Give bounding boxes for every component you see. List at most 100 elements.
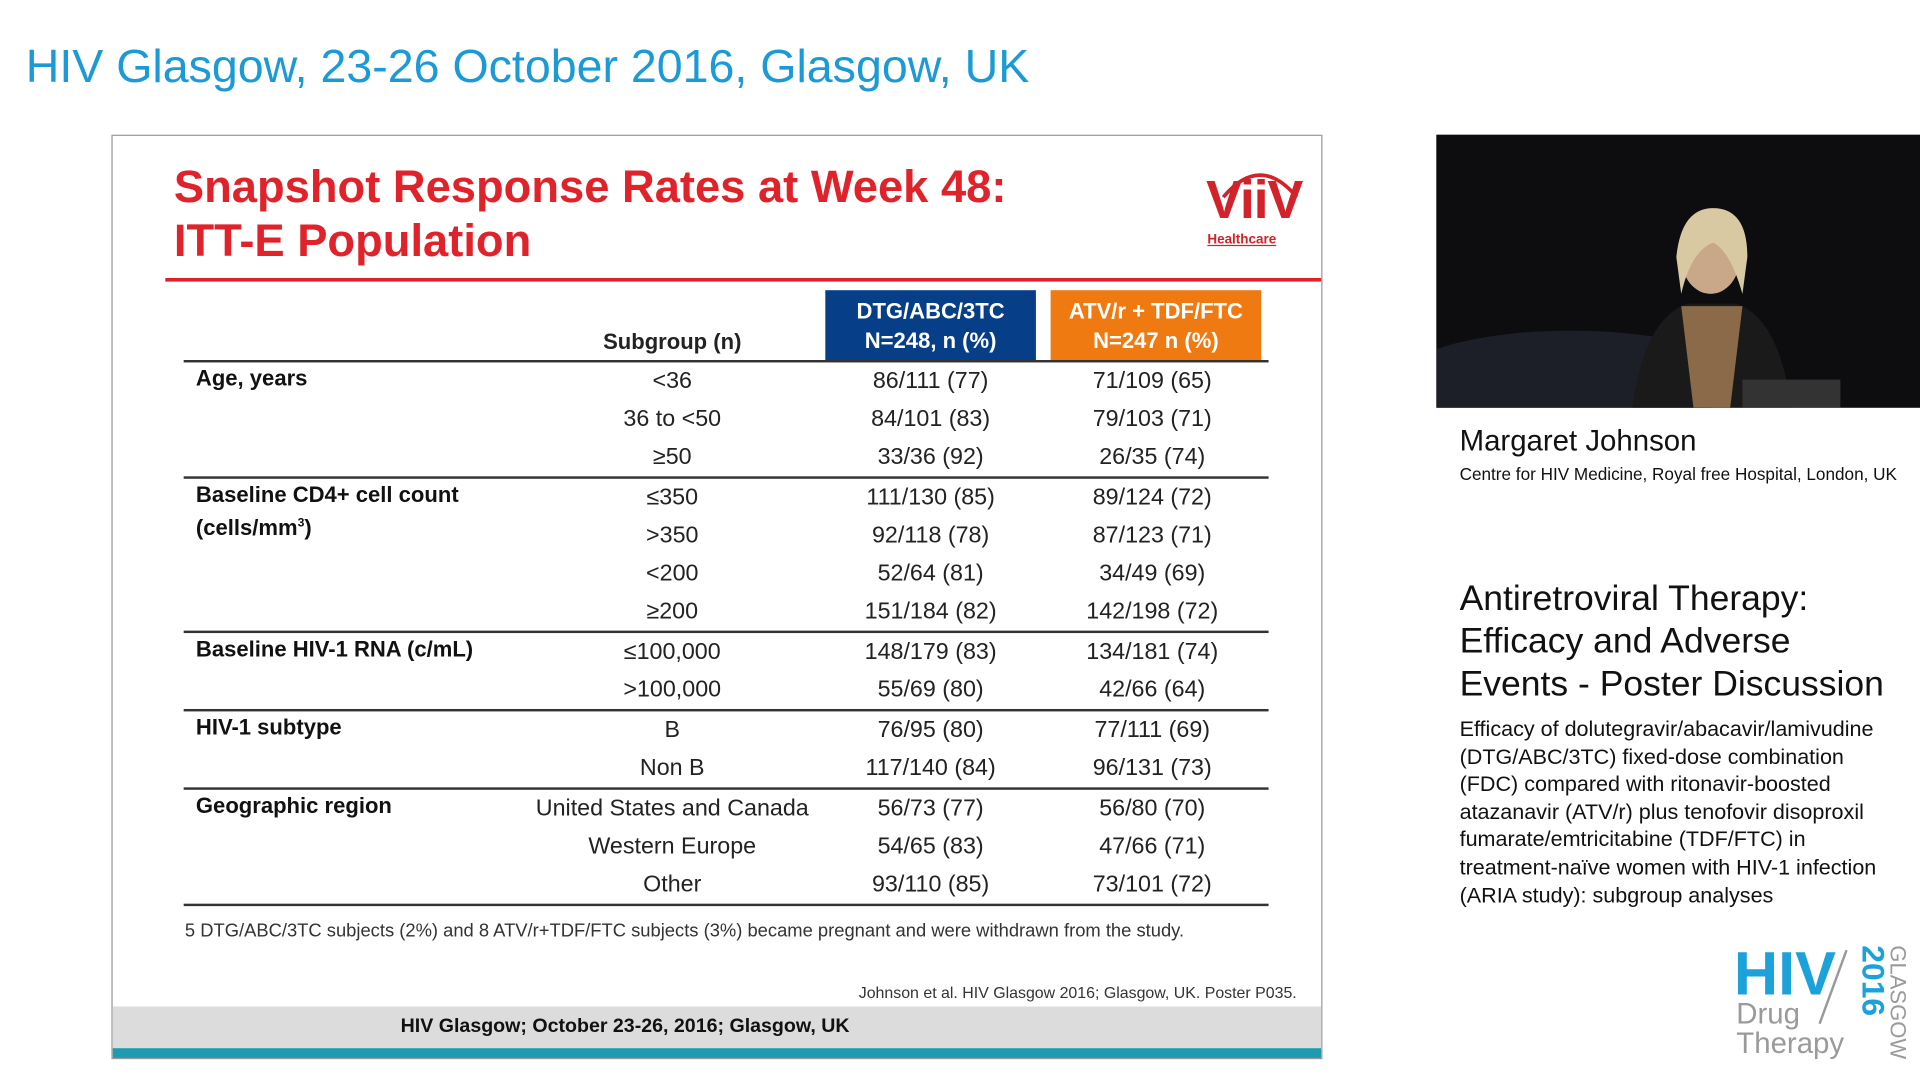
logo: ViiV (1206, 170, 1303, 231)
table-cell: 87/123 (71) (1092, 522, 1212, 549)
footer-text: HIV Glasgow; October 23-26, 2016; Glasgo… (400, 1016, 850, 1038)
event-logo: HIV Drug Therapy 2016 GLASGOW (1734, 939, 1911, 1060)
table-cell: 93/110 (85) (871, 871, 990, 898)
table-cell: 142/198 (72) (1086, 598, 1219, 625)
logo-sub: Healthcare (1207, 232, 1277, 248)
arm-header: ATV/r + TDF/FTC N=247 n (%) (1050, 290, 1262, 362)
logo-glasgow: GLASGOW (1886, 945, 1911, 1059)
subgroup-cell: 36 to <50 (623, 406, 722, 433)
table-cell: 79/103 (71) (1092, 406, 1212, 433)
group-label: HIV-1 subtype (196, 713, 342, 742)
table-cell: 96/131 (73) (1092, 755, 1212, 782)
group-label-line: Baseline HIV-1 RNA (c/mL) (196, 634, 473, 663)
table-cell: 84/101 (83) (871, 406, 991, 433)
group-label-line: Age, years (196, 364, 308, 393)
group-rule (183, 708, 1269, 712)
subgroup-cell: ≤350 (646, 484, 699, 511)
table-cell: 55/69 (80) (877, 677, 984, 703)
speaker-affiliation: Centre for HIV Medicine, Royal free Hosp… (1459, 464, 1897, 484)
footer-bar (112, 1006, 1322, 1049)
table-cell: 42/66 (64) (1099, 677, 1206, 703)
group-label-line: HIV-1 subtype (196, 713, 342, 742)
logo-drug: Drug (1736, 998, 1800, 1031)
subgroup-cell: <36 (652, 368, 692, 395)
label-text: HIV-1 subtype (195, 715, 342, 740)
arm-header-line: N=248, n (%) (864, 328, 997, 353)
speaker-name: Margaret Johnson (1459, 424, 1697, 458)
slide-title: Snapshot Response Rates at Week 48: (173, 161, 1007, 212)
slide-title: ITT-E Population (173, 215, 532, 266)
label-text: Baseline CD4+ cell count (195, 482, 459, 507)
speaker-video (1436, 134, 1920, 408)
table-cell: 148/179 (83) (864, 639, 997, 665)
footer-stripe (112, 1048, 1322, 1058)
table-cell: 56/73 (77) (877, 795, 984, 822)
table-cell: 73/101 (72) (1092, 871, 1212, 898)
arm-header: DTG/ABC/3TC N=248, n (%) (825, 290, 1036, 362)
table-cell: 111/130 (85) (866, 484, 995, 511)
table-cell: 33/36 (92) (877, 444, 984, 471)
footnote: 5 DTG/ABC/3TC subjects (2%) and 8 ATV/r+… (184, 920, 1185, 942)
label-text: Geographic region (195, 793, 392, 818)
table-cell: 54/65 (83) (877, 833, 984, 860)
subgroup-cell: B (664, 717, 681, 744)
group-rule (183, 787, 1269, 790)
subgroup-cell: ≥50 (652, 444, 692, 471)
logo-year: 2016 (1855, 945, 1891, 1016)
column-header: Subgroup (n) (603, 329, 742, 354)
table-cell: 89/124 (72) (1092, 484, 1212, 511)
subgroup-cell: >100,000 (623, 677, 722, 703)
logo-arc (1221, 173, 1299, 199)
group-rule (183, 476, 1269, 479)
table-cell: 34/49 (69) (1099, 560, 1206, 587)
subgroup-cell: Western Europe (588, 833, 757, 860)
label-text: (cells/mm (195, 515, 298, 541)
table-cell: 134/181 (74) (1086, 639, 1219, 665)
slide: Snapshot Response Rates at Week 48: ITT-… (111, 134, 1323, 1060)
title-rule (165, 277, 1322, 282)
table-cell: 52/64 (81) (877, 560, 984, 587)
table-cell: 77/111 (69) (1094, 717, 1211, 744)
table-cell: 71/109 (65) (1092, 368, 1212, 395)
table-cell: 117/140 (84) (865, 755, 996, 782)
table-cell: 47/66 (71) (1099, 833, 1206, 860)
arm-header-line: ATV/r + TDF/FTC (1068, 298, 1243, 324)
subgroup-cell: >350 (646, 522, 699, 549)
table-cell: 56/80 (70) (1099, 795, 1206, 822)
group-label-line: Baseline CD4+ cell count (196, 480, 459, 509)
subgroup-cell: Other (643, 871, 702, 898)
table-cell: 76/95 (80) (877, 717, 984, 744)
table-cell: 26/35 (74) (1099, 444, 1206, 471)
logo-therapy: Therapy (1736, 1027, 1844, 1060)
video-frame (1436, 134, 1920, 408)
arm-header-line: N=247 n (%) (1093, 328, 1219, 353)
subgroup-cell: ≤100,000 (623, 639, 721, 665)
group-label: Baseline CD4+ cell count (cells/mm3) (196, 480, 459, 542)
group-rule (183, 903, 1269, 907)
label-text: Age, years (195, 366, 308, 391)
logo-hiv: HIV (1734, 939, 1836, 1007)
table-cell: 92/118 (78) (871, 522, 990, 549)
arm-header-line: DTG/ABC/3TC (856, 298, 1005, 324)
subgroup-cell: Non B (639, 755, 705, 782)
subgroup-cell: ≥200 (646, 598, 699, 625)
subgroup-cell: United States and Canada (535, 795, 809, 822)
table-cell: 151/184 (82) (864, 598, 997, 625)
citation: Johnson et al. HIV Glasgow 2016; Glasgow… (858, 983, 1297, 1002)
group-label-line: (cells/mm3) (196, 509, 459, 542)
abstract: Efficacy of dolutegravir/abacavir/lamivu… (1459, 716, 1877, 907)
group-label: Geographic region (196, 791, 392, 820)
label-text: ) (304, 515, 312, 541)
subgroup-cell: <200 (646, 560, 699, 587)
group-rule (183, 630, 1269, 634)
group-label: Baseline HIV-1 RNA (c/mL) (196, 634, 473, 663)
group-label-line: Geographic region (196, 791, 392, 820)
header-title: HIV Glasgow, 23-26 October 2016, Glasgow… (25, 41, 1030, 94)
session-title: Antiretroviral Therapy: Efficacy and Adv… (1459, 579, 1884, 705)
label-sup: 3 (297, 516, 305, 531)
header-rule (183, 360, 1269, 363)
label-text: Baseline HIV-1 RNA (c/mL) (195, 636, 474, 662)
table-cell: 86/111 (77) (872, 368, 989, 395)
